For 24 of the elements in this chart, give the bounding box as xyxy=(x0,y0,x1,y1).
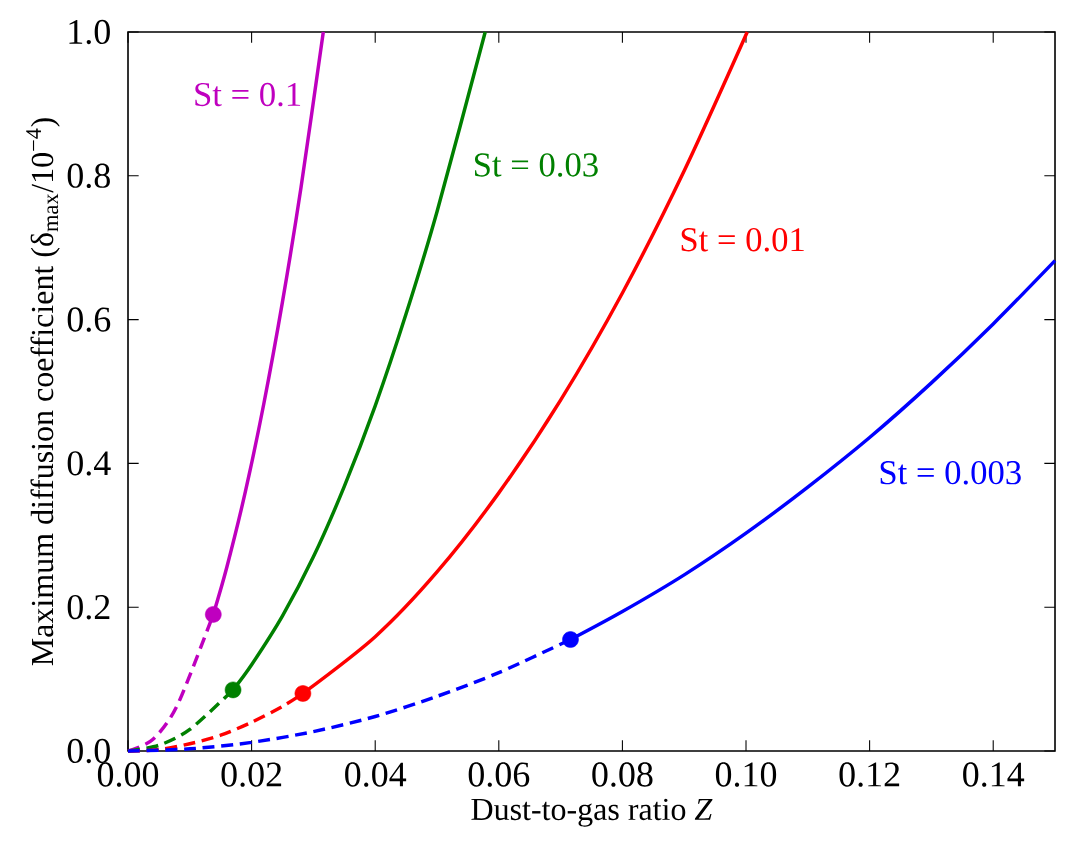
y-axis-title: Maximum diffusion coefficient (δ$_{max}$/10$^{−4}$) xyxy=(26,118,60,666)
point xyxy=(224,681,242,699)
x-tick-label: 0.14 xyxy=(963,762,1025,787)
point xyxy=(294,685,312,702)
y-tick-label: 1.0 xyxy=(69,19,110,45)
y-tick-label: 0.0 xyxy=(67,738,110,764)
y-tick-label: 0.4 xyxy=(67,451,111,476)
y-tick-label: 0.8 xyxy=(67,163,110,189)
series-label: St = 0.003 xyxy=(880,460,1021,485)
series-label: St = 0.03 xyxy=(474,153,598,177)
x-tick-label: 0.12 xyxy=(839,762,900,787)
x-tick-label: 0.04 xyxy=(345,762,407,787)
x-tick-label: 0.02 xyxy=(221,762,282,787)
x-tick-label: 0.00 xyxy=(97,762,159,787)
point xyxy=(562,631,579,648)
series-label: St = 0.01 xyxy=(681,228,804,252)
x-axis-title: Dust-to-gas ratio Z xyxy=(471,798,713,827)
x-tick-label: 0.06 xyxy=(468,762,530,787)
y-tick-label: 0.2 xyxy=(67,594,110,620)
series-label: St = 0.1 xyxy=(195,82,301,107)
y-tick-label: 0.6 xyxy=(67,307,111,332)
x-tick-label: 0.10 xyxy=(715,762,777,787)
x-tick-label: 0.08 xyxy=(592,762,653,787)
point xyxy=(205,606,222,623)
